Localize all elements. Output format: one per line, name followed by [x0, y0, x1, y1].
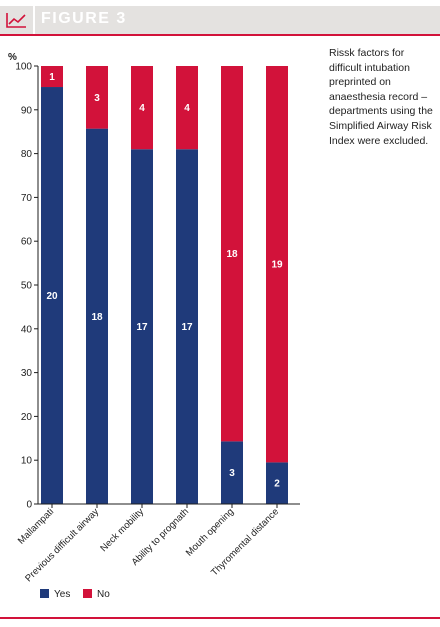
- bar-yes-value-label: 17: [136, 322, 148, 333]
- bar-yes-value-label: 20: [46, 291, 58, 302]
- bar-no-value-label: 4: [184, 103, 190, 114]
- y-tick-label: 10: [21, 456, 33, 467]
- y-tick-label: 20: [21, 412, 33, 423]
- bar-no-segment: [221, 66, 243, 442]
- y-tick-label: 0: [26, 500, 32, 511]
- bar-yes-value-label: 2: [274, 479, 280, 490]
- bar-yes-segment: [176, 149, 198, 504]
- bar-no-segment: [266, 66, 288, 463]
- x-category-label: Mallampati: [16, 506, 56, 546]
- bar-yes-value-label: 18: [91, 312, 103, 323]
- bar-no-segment: [86, 66, 108, 129]
- bar-no-value-label: 4: [139, 103, 145, 114]
- bar-no-segment: [41, 66, 63, 88]
- x-category-label: Neck mobility: [98, 506, 146, 554]
- figure-caption: Rissk factors for difficult intubation p…: [329, 47, 433, 147]
- y-tick-label: 60: [21, 237, 33, 248]
- bar-no-value-label: 18: [226, 249, 238, 260]
- bar-yes-segment: [221, 441, 243, 504]
- bar-no-value-label: 19: [271, 260, 283, 271]
- y-tick-label: 30: [21, 368, 33, 379]
- bar-yes-segment: [41, 87, 63, 505]
- legend-swatch-no: [83, 589, 92, 598]
- figure-header: FIGURE 3: [0, 6, 440, 36]
- bar-yes-segment: [131, 149, 153, 504]
- bar-yes-value-label: 17: [181, 322, 193, 333]
- y-tick-label: 80: [21, 149, 33, 160]
- footer-rule: [0, 617, 440, 619]
- bar-yes-segment: [86, 128, 108, 504]
- y-tick-label: 70: [21, 193, 33, 204]
- figure-title: FIGURE 3: [41, 10, 127, 27]
- y-axis-label: %: [8, 52, 17, 63]
- y-tick-label: 50: [21, 281, 33, 292]
- y-tick-label: 40: [21, 324, 33, 335]
- legend-label-no: No: [97, 589, 110, 600]
- chart-line-icon: [0, 6, 35, 34]
- bar-no-segment: [176, 66, 198, 150]
- bar-no-segment: [131, 66, 153, 150]
- bar-yes-value-label: 3: [229, 468, 235, 479]
- bar-yes-segment: [266, 462, 288, 504]
- y-tick-label: 100: [15, 62, 32, 73]
- x-category-label: Previous difficult airway: [23, 506, 101, 584]
- y-tick-label: 90: [21, 105, 33, 116]
- bar-no-value-label: 3: [94, 93, 100, 104]
- legend-swatch-yes: [40, 589, 49, 598]
- legend-label-yes: Yes: [54, 589, 70, 600]
- bar-no-value-label: 1: [49, 72, 55, 83]
